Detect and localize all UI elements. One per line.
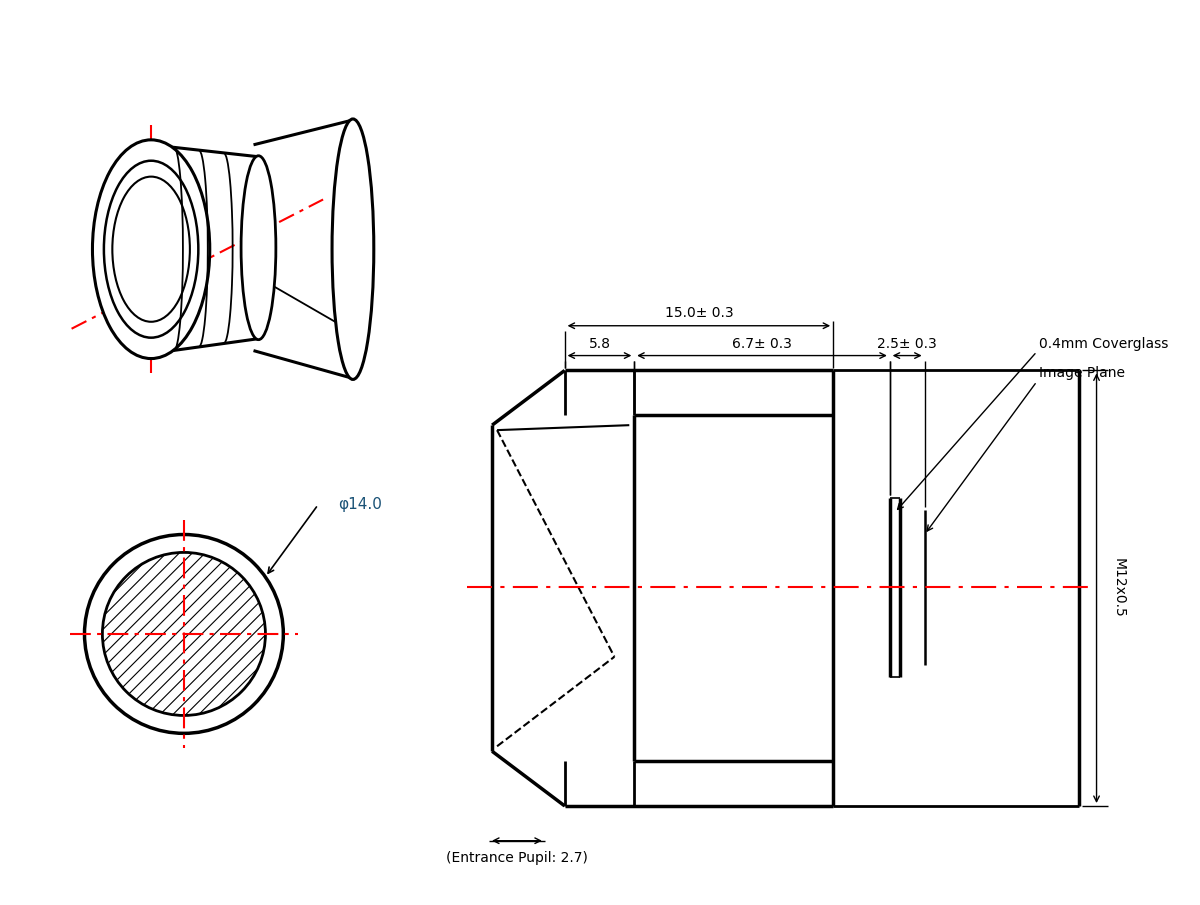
Ellipse shape (332, 119, 373, 379)
Text: Image Plane: Image Plane (1039, 367, 1124, 380)
Ellipse shape (241, 156, 276, 339)
Text: 0.4mm Coverglass: 0.4mm Coverglass (1039, 337, 1169, 350)
Text: 6.7± 0.3: 6.7± 0.3 (732, 337, 792, 350)
Text: 5.8: 5.8 (588, 337, 611, 350)
Text: (Entrance Pupil: 2.7): (Entrance Pupil: 2.7) (446, 851, 588, 864)
Text: 2.5± 0.3: 2.5± 0.3 (877, 337, 937, 350)
Text: 15.0± 0.3: 15.0± 0.3 (665, 306, 733, 319)
Ellipse shape (113, 176, 190, 322)
Text: M12x0.5: M12x0.5 (1111, 558, 1126, 618)
Text: φ14.0: φ14.0 (338, 497, 382, 512)
Ellipse shape (92, 140, 210, 358)
Ellipse shape (104, 161, 198, 338)
